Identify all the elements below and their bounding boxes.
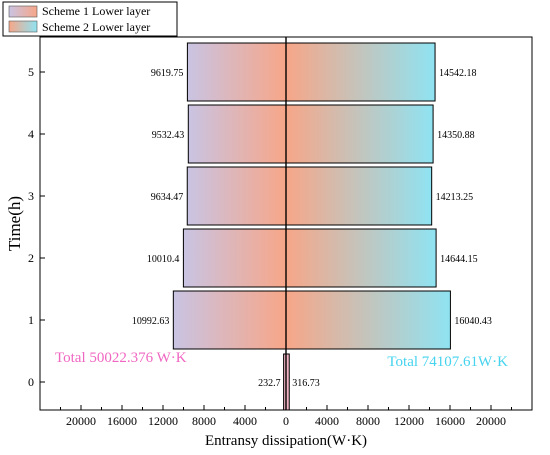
data-label-scheme1-time-2: 10010.4 [147,254,180,265]
x-tick-label: 4000 [233,414,257,428]
x-tick-label: 0 [283,414,289,428]
y-tick-label: 1 [28,313,34,327]
bar-scheme2-time-3 [285,166,433,226]
data-label-scheme1-time-4: 9532.43 [152,130,185,141]
x-tick-label: 20000 [66,414,96,428]
bar-scheme1-time-4 [187,104,287,164]
annotation-total-scheme2: Total 74107.61W·K [387,354,508,370]
data-label-scheme1-time-5: 9619.75 [151,68,184,79]
bar-scheme1-time-3 [186,166,287,226]
y-axis-label: Time(h) [5,196,24,251]
y-tick-label: 0 [28,375,34,389]
legend: Scheme 1 Lower layer Scheme 2 Lower layer [2,1,178,37]
x-tick-label: 4000 [315,414,339,428]
y-tick-label: 3 [28,189,34,203]
legend-swatch-scheme2 [8,20,38,33]
bar-scheme2-time-5 [285,42,436,102]
x-tick-label: 8000 [356,414,380,428]
x-tick-label: 8000 [192,414,216,428]
x-tick-label: 20000 [476,414,506,428]
x-axis-label: Entransy dissipation(W·K) [205,433,367,449]
data-label-scheme1-time-0: 232.7 [258,378,281,389]
legend-label-scheme1: Scheme 1 Lower layer [42,4,150,18]
data-label-scheme2-time-0: 316.73 [292,378,320,389]
bar-scheme1-time-1 [172,290,287,350]
x-tick-label: 12000 [148,414,178,428]
bar-scheme2-time-4 [285,104,434,164]
bar-scheme2-time-1 [285,290,451,350]
data-label-scheme2-time-3: 14213.25 [436,192,474,203]
data-label-scheme1-time-1: 10992.63 [132,316,170,327]
x-tick-label: 16000 [107,414,137,428]
bar-scheme2-time-2 [285,228,437,288]
data-label-scheme1-time-3: 9634.47 [151,192,184,203]
x-tick-label: 12000 [394,414,424,428]
bar-scheme1-time-5 [186,42,287,102]
y-tick-label: 4 [28,127,34,141]
y-tick-label: 2 [28,251,34,265]
bar-scheme1-time-2 [182,228,287,288]
y-tick-label: 5 [28,65,34,79]
data-label-scheme2-time-4: 14350.88 [437,130,475,141]
annotation-total-scheme1: Total 50022.376 W·K [55,350,187,366]
legend-label-scheme2: Scheme 2 Lower layer [42,20,150,34]
legend-swatch-scheme1 [8,5,38,18]
data-label-scheme2-time-2: 14644.15 [440,254,478,265]
data-label-scheme2-time-5: 14542.18 [439,68,477,79]
data-label-scheme2-time-1: 16040.43 [454,316,492,327]
x-tick-label: 16000 [435,414,465,428]
